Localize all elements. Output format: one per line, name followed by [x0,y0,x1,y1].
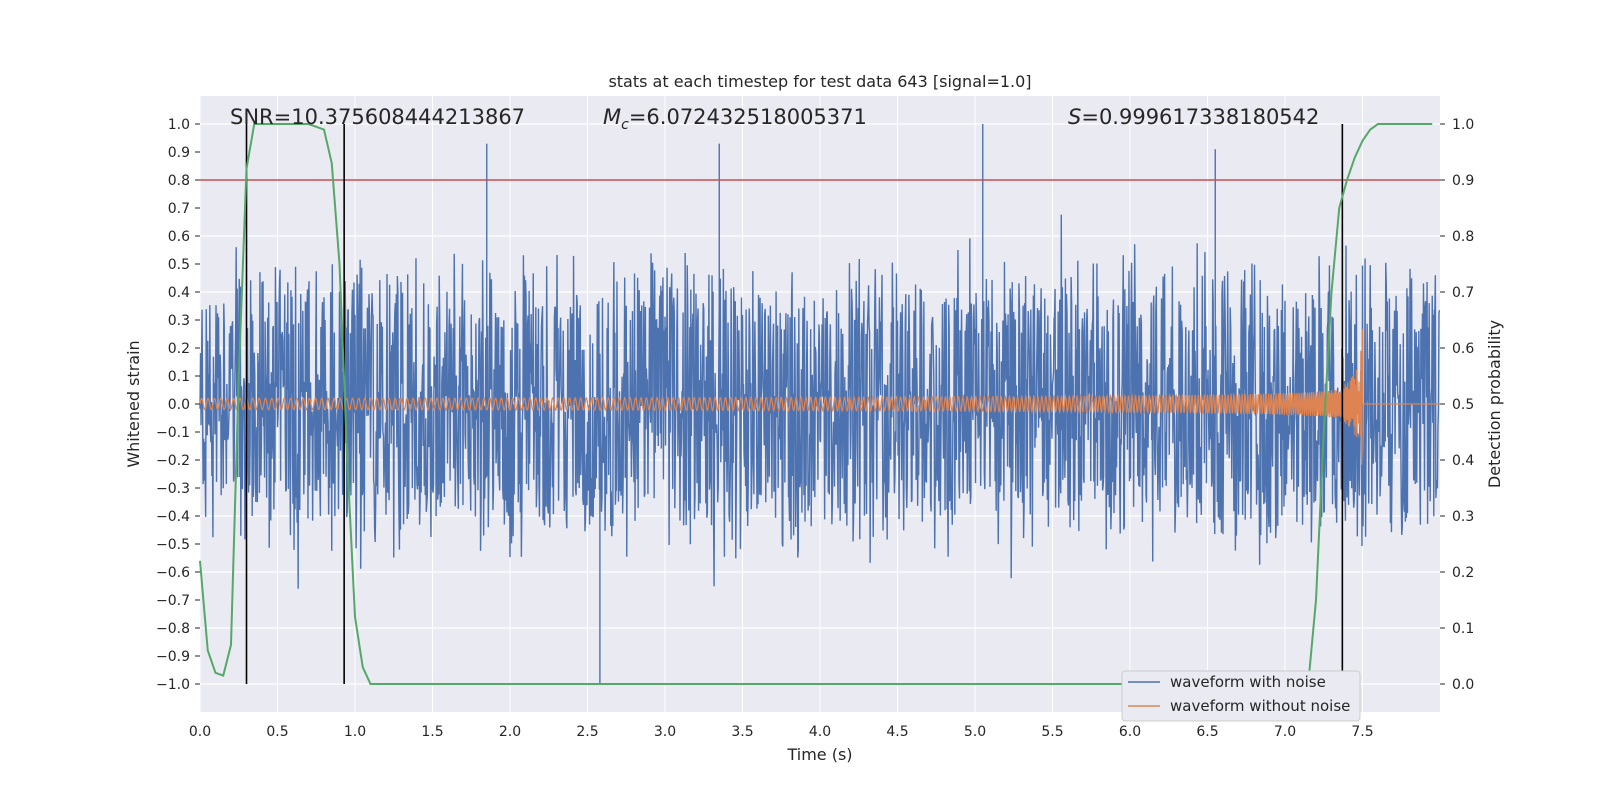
y-right-tick-label: 0.3 [1452,509,1474,525]
x-tick-label: 2.0 [499,724,521,740]
y-left-tick-label: −0.7 [156,593,190,609]
y-left-tick-label: 0.1 [168,369,190,385]
legend: waveform with noise waveform without noi… [1121,670,1361,722]
y-left-tick-label: 0.3 [168,313,190,329]
x-tick-label: 2.5 [576,724,598,740]
chirp-mass-value: =6.072432518005371 [629,105,867,129]
y-left-tick-label: −0.5 [156,537,190,553]
score-value: =0.999617338180542 [1081,105,1319,129]
y-left-tick-label: 1.0 [168,117,190,133]
y-right-tick-label: 0.1 [1452,621,1474,637]
x-tick-label: 6.0 [1119,724,1141,740]
y-left-tick-label: −0.9 [156,649,190,665]
axis-ticks: 0.0 0.5 1.0 1.5 2.0 2.5 3.0 3.5 4.0 4.5 5.0 5.5 6.0 6… [156,117,1474,740]
x-tick-label: 3.0 [654,724,676,740]
x-tick-label: 7.0 [1274,724,1296,740]
y-left-tick-label: −0.4 [156,509,190,525]
x-tick-label: 1.0 [344,724,366,740]
y-left-tick-label: −0.3 [156,481,190,497]
x-tick-label: 6.5 [1196,724,1218,740]
chirp-mass-annotation: Mc=6.072432518005371 [603,105,867,133]
y-right-tick-label: 0.7 [1452,285,1474,301]
legend-label-with-noise: waveform with noise [1170,673,1326,691]
detection-probability-line [199,123,1433,685]
chirp-mass-symbol: M [603,105,621,129]
series-waveform-with-noise [199,124,1441,684]
y-right-tick-label: 0.5 [1452,397,1474,413]
y-right-tick-label: 0.8 [1452,229,1474,245]
x-tick-label: 4.5 [886,724,908,740]
y-axis-label-left: Whitened strain [124,340,143,467]
chirp-mass-subscript: c [621,117,629,133]
y-left-tick-label: −0.1 [156,425,190,441]
y-left-tick-label: 0.4 [168,285,190,301]
x-tick-label: 5.0 [964,724,986,740]
y-left-tick-label: −0.8 [156,621,190,637]
x-tick-label: 7.5 [1351,724,1373,740]
y-left-tick-label: 0.2 [168,341,190,357]
x-tick-label: 0.0 [189,724,211,740]
overlay-lines [199,123,1440,685]
y-left-tick-label: 0.7 [168,201,190,217]
legend-box [1121,670,1361,722]
noise-trace [199,214,1441,589]
legend-label-without-noise: waveform without noise [1170,697,1350,715]
y-left-tick-label: −1.0 [156,677,190,693]
score-annotation: S=0.999617338180542 [1068,105,1319,129]
y-left-tick-label: 0.8 [168,173,190,189]
series-waveform-without-noise [199,328,1440,465]
y-right-tick-label: 0.4 [1452,453,1474,469]
chart-title: stats at each timestep for test data 643… [608,72,1031,91]
x-tick-label: 4.0 [809,724,831,740]
y-right-tick-label: 0.2 [1452,565,1474,581]
y-left-tick-label: −0.2 [156,453,190,469]
snr-annotation: SNR=10.375608444213867 [230,105,525,129]
y-left-tick-label: −0.6 [156,565,190,581]
score-symbol: S [1068,105,1081,129]
x-tick-label: 1.5 [421,724,443,740]
x-tick-label: 5.5 [1041,724,1063,740]
y-left-tick-label: 0.5 [168,257,190,273]
x-tick-label: 0.5 [266,724,288,740]
y-left-tick-label: 0.9 [168,145,190,161]
y-axis-label-right: Detection probability [1485,320,1504,488]
y-right-tick-label: 0.0 [1452,677,1474,693]
y-left-tick-label: 0.6 [168,229,190,245]
x-tick-label: 3.5 [731,724,753,740]
y-right-tick-label: 0.9 [1452,173,1474,189]
x-axis-label: Time (s) [786,745,852,764]
y-right-tick-label: 0.6 [1452,341,1474,357]
clean-trace [199,328,1440,465]
y-left-tick-label: 0.0 [168,397,190,413]
y-right-tick-label: 1.0 [1452,117,1474,133]
